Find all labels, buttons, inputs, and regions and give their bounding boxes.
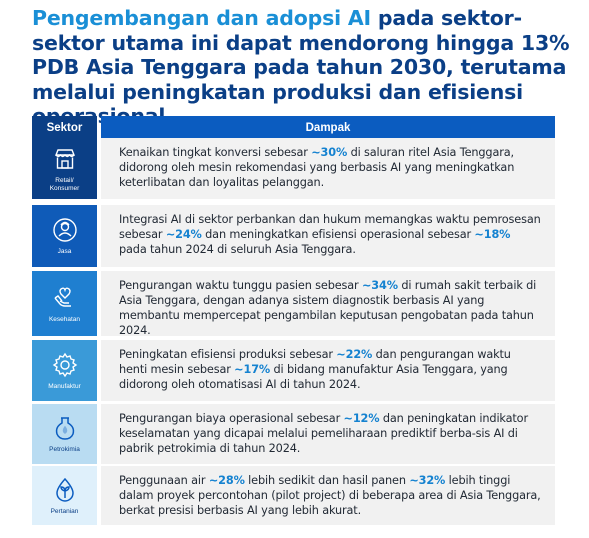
impact-figure: ~22% [336, 348, 373, 361]
table-body: Retail/ Konsumer Kenaikan tingkat konver… [32, 0, 555, 538]
impact-text: di saluran ritel Asia Tenggara, didorong… [119, 146, 515, 189]
impact-text: Peningkatan efisiensi produksi sebesar [119, 348, 337, 361]
title-highlight: Pengembangan dan adopsi AI [32, 6, 371, 30]
sector-label: Retail/ Konsumer [49, 176, 80, 192]
impact-text: pada tahun 2024 di seluruh Asia Tenggara… [119, 243, 356, 256]
table-header: Sektor Dampak [32, 116, 555, 140]
sector-cell-petrochemical: Petrokimia [32, 404, 97, 464]
table-row: Retail/ Konsumer Kenaikan tingkat konver… [32, 138, 555, 199]
impact-cell: Kenaikan tingkat konversi sebesar ~30% d… [101, 138, 555, 199]
flask-icon [51, 414, 79, 442]
table-row: Petrokimia Pengurangan biaya operasional… [32, 404, 555, 464]
impact-text: dan pengurangan waktu henti mesin sebesa… [119, 348, 511, 376]
impact-figure: ~28% [208, 474, 245, 487]
impact-cell: Penggunaan air ~28% lebih sedikit dan ha… [101, 466, 555, 525]
sector-label: Jasa [57, 248, 72, 255]
impact-text: Kenaikan tingkat konversi sebesar [119, 146, 312, 159]
header-sector: Sektor [32, 116, 97, 140]
impact-figure: ~30% [311, 146, 348, 159]
sector-cell-retail: Retail/ Konsumer [32, 138, 97, 199]
impact-figure: ~17% [234, 363, 271, 376]
sector-cell-manufacturing: Manufaktur [32, 340, 97, 401]
service-person-icon [51, 216, 79, 244]
plant-drop-icon [51, 476, 79, 504]
impact-figure: ~18% [474, 228, 511, 241]
table-row: Kesehatan Pengurangan waktu tunggu pasie… [32, 271, 555, 337]
healthcare-hand-icon [51, 284, 79, 312]
header-impact: Dampak [101, 116, 555, 140]
sector-cell-services: Jasa [32, 205, 97, 267]
sector-cell-agriculture: Pertanian [32, 466, 97, 525]
impact-text: di bidang manufaktur Asia Tenggara, yang… [119, 363, 508, 391]
impact-figure: ~32% [409, 474, 446, 487]
impact-figure: ~24% [165, 228, 202, 241]
impact-text: lebih sedikit dan hasil panen [244, 474, 410, 487]
impact-text: dan meningkatkan efisiensi operasional s… [201, 228, 475, 241]
sector-impact-table: Sektor Dampak [32, 116, 555, 140]
impact-figure: ~12% [343, 412, 380, 425]
table-row: Pertanian Penggunaan air ~28% lebih sedi… [32, 466, 555, 525]
sector-label: Pertanian [50, 507, 79, 515]
impact-text: Pengurangan biaya operasional sebesar [119, 412, 344, 425]
table-row: Jasa Integrasi AI di sektor perbankan da… [32, 205, 555, 267]
impact-text: di rumah sakit terbaik di Asia Tenggara,… [119, 279, 537, 337]
impact-cell: Pengurangan biaya operasional sebesar ~1… [101, 404, 555, 464]
impact-cell: Peningkatan efisiensi produksi sebesar ~… [101, 340, 555, 401]
impact-text: dan peningkatan indikator keselamatan ya… [119, 412, 528, 455]
impact-text: lebih tinggi dalam proyek percontohan (p… [119, 474, 541, 517]
sector-label: Petrokimia [49, 446, 80, 453]
table-row: Manufaktur Peningkatan efisiensi produks… [32, 340, 555, 401]
sector-label: Manufaktur [48, 382, 81, 390]
sector-label: Kesehatan [48, 315, 81, 323]
impact-cell: Integrasi AI di sektor perbankan dan huk… [101, 205, 555, 267]
impact-text: Penggunaan air [119, 474, 209, 487]
sector-cell-health: Kesehatan [32, 271, 97, 336]
impact-text: Integrasi AI di sektor perbankan dan huk… [119, 213, 541, 241]
impact-text: Pengurangan waktu tunggu pasien sebesar [119, 279, 362, 292]
impact-figure: ~34% [361, 279, 398, 292]
gear-icon [51, 351, 79, 379]
impact-cell: Pengurangan waktu tunggu pasien sebesar … [101, 271, 555, 337]
store-icon [51, 145, 79, 173]
